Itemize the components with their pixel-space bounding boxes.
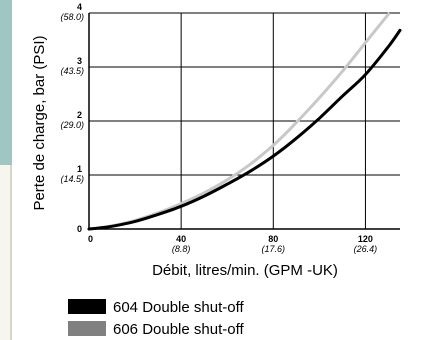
legend-swatch-1 (68, 321, 106, 336)
x-tick-sublabel-3: (26.4) (354, 244, 378, 254)
chart-frame (88, 13, 400, 230)
chart-legend: 604 Double shut-off 606 Double shut-off (68, 299, 244, 338)
x-tick-label-3: 120 (358, 234, 373, 244)
y-tick-sublabel-2: (29.0) (60, 120, 84, 130)
legend-label-1: 606 Double shut-off (113, 321, 244, 338)
y-tick-label-0: 0 (77, 224, 82, 234)
y-tick-sublabel-1: (14.5) (60, 174, 84, 184)
series-line-0 (87, 28, 402, 231)
y-tick-sublabel-3: (43.5) (60, 66, 84, 76)
y-tick-label-1: 1 (77, 164, 82, 174)
left-strip-teal (0, 0, 12, 165)
x-tick-label-2: 80 (268, 234, 278, 244)
x-tick-label-0: 0 (88, 234, 93, 244)
y-tick-label-2: 2 (77, 110, 82, 120)
legend-label-0: 604 Double shut-off (113, 299, 244, 316)
legend-swatch-0 (68, 299, 106, 314)
y-tick-sublabel-4: (58.0) (60, 12, 84, 22)
y-axis-title: Perte de charge, bar (PSI) (31, 35, 48, 210)
chart-tick-labels: 0 40(8.8) 80(17.6) 120(26.4) 0 1(14.5) 2(29.0)… (60, 2, 377, 254)
chart-series (87, 12, 402, 231)
left-page-strip (0, 0, 12, 340)
x-axis-title: Débit, litres/min. (GPM -UK) (152, 262, 338, 279)
y-tick-label-4: 4 (77, 2, 82, 12)
y-tick-label-3: 3 (77, 56, 82, 66)
left-strip-light (0, 165, 12, 340)
chart-grid (89, 12, 400, 229)
x-tick-sublabel-1: (8.8) (172, 244, 191, 254)
x-tick-sublabel-2: (17.6) (262, 244, 286, 254)
series-line-1 (87, 12, 390, 231)
x-tick-label-1: 40 (176, 234, 186, 244)
